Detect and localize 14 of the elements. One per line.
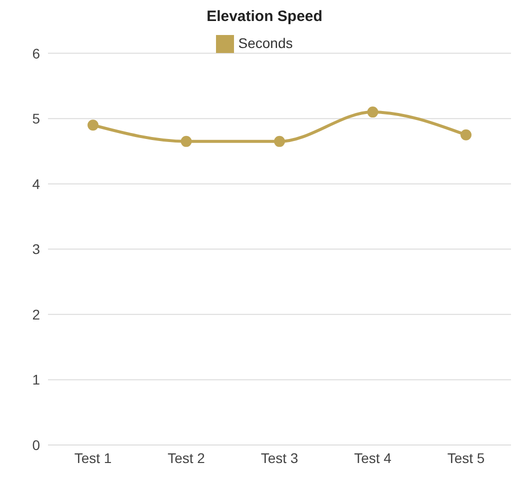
x-tick-label: Test 5 [447,450,485,466]
y-tick-label: 4 [32,176,40,192]
y-tick-label: 0 [32,436,40,453]
chart-title: Elevation Speed [206,8,324,27]
y-tick-label: 6 [32,45,40,62]
y-tick-label: 2 [32,306,40,322]
x-tick-label: Test 3 [260,450,298,466]
legend-label: Seconds [238,35,293,51]
y-tick-label: 5 [32,110,40,127]
y-tick-label: 3 [32,241,40,258]
x-tick-label: Test 1 [74,450,112,466]
x-tick-label: Test 2 [168,450,206,466]
y-tick-label: 1 [32,372,40,388]
x-tick-label: Test 4 [354,450,392,466]
